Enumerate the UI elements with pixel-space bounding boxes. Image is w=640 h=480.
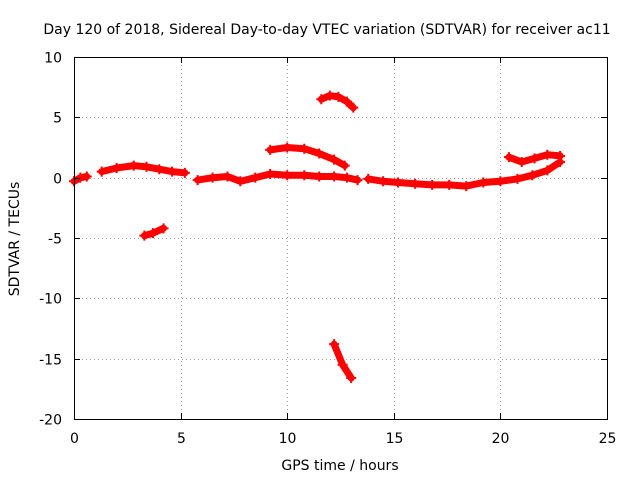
y-tick-label: -5 [48, 232, 62, 248]
data-point [222, 171, 233, 182]
data-point [141, 161, 152, 172]
data-point [329, 339, 340, 350]
x-tick-label: 0 [70, 431, 79, 447]
data-point [265, 169, 276, 180]
data-point [478, 177, 489, 188]
data-point [81, 171, 92, 182]
data-point [427, 179, 438, 190]
data-point [167, 166, 178, 177]
data-point [516, 156, 527, 167]
data-point [154, 164, 165, 175]
y-tick-label: -15 [39, 353, 62, 369]
y-tick-label: -20 [39, 413, 62, 429]
data-point [527, 170, 538, 181]
data-point [529, 153, 540, 164]
data-point [329, 154, 340, 165]
data-point [299, 143, 310, 154]
y-tick-label: 5 [53, 111, 62, 127]
data-point [329, 171, 340, 182]
data-point [316, 94, 327, 105]
data-point [461, 181, 472, 192]
data-point [147, 228, 158, 239]
data-point [75, 172, 86, 183]
data-point [158, 223, 169, 234]
x-tick-labels: 0 5 10 15 20 25 [70, 431, 616, 447]
y-tick-label: -10 [39, 292, 62, 308]
data-point [503, 152, 514, 163]
data-point [179, 167, 190, 178]
data-point [265, 144, 276, 155]
data-point [333, 91, 344, 102]
axis-ticks [74, 57, 608, 420]
x-tick-label: 25 [599, 431, 617, 447]
data-point [282, 142, 293, 153]
data-point [363, 173, 374, 184]
data-point [393, 177, 404, 188]
data-point [410, 178, 421, 189]
data-point [314, 171, 325, 182]
data-point [282, 170, 293, 181]
data-point [555, 150, 566, 161]
data-point [324, 90, 335, 101]
y-axis-label: SDTVAR / TECUs [7, 182, 23, 297]
x-tick-label: 5 [177, 431, 186, 447]
data-point [139, 230, 150, 241]
data-point [444, 179, 455, 190]
x-tick-label: 15 [386, 431, 404, 447]
y-tick-label: 0 [53, 172, 62, 188]
data-point [341, 172, 352, 183]
x-axis-label: GPS time / hours [281, 458, 398, 474]
data-point [111, 163, 122, 174]
data-point [542, 165, 553, 176]
data-point [352, 175, 363, 186]
data-point [192, 175, 203, 186]
data-point [348, 102, 359, 113]
data-point [299, 170, 310, 181]
data-point [207, 172, 218, 183]
data-point [128, 160, 139, 171]
chart-title: Day 120 of 2018, Sidereal Day-to-day VTE… [43, 22, 610, 38]
data-point [542, 149, 553, 160]
x-tick-label: 10 [279, 431, 297, 447]
data-point [378, 176, 389, 187]
data-point [495, 176, 506, 187]
data-point [250, 172, 261, 183]
data-point [235, 176, 246, 187]
data-point [346, 372, 357, 383]
data-point [314, 148, 325, 159]
data-point [339, 160, 350, 171]
series-line-segment-3 [140, 224, 167, 240]
y-tick-labels: 10 5 0 -5 -10 -15 -20 [39, 51, 62, 429]
data-point [337, 359, 348, 370]
data-point [96, 166, 107, 177]
x-tick-label: 20 [492, 431, 510, 447]
y-tick-label: 10 [44, 51, 62, 67]
data-series [69, 90, 566, 383]
data-point [341, 96, 352, 107]
data-point [512, 173, 523, 184]
